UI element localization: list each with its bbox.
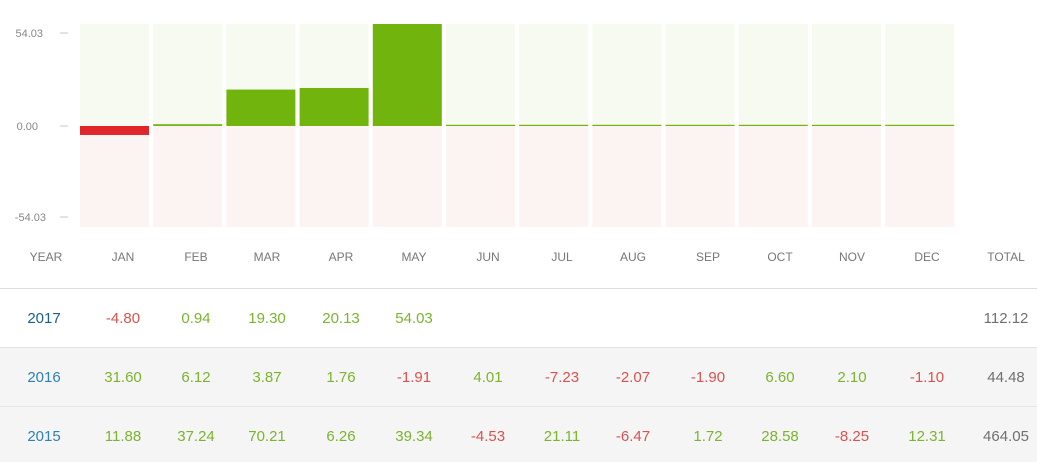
bar-nov[interactable] [812,124,881,126]
month-cell-apr: 1.76 [326,369,356,386]
column-header-apr: APR [328,250,354,264]
column-header-may: MAY [401,250,427,264]
column-bg-positive-jul [519,24,589,126]
column-bg-negative-jul [519,126,589,227]
month-cell-apr: 20.13 [322,310,360,327]
column-header-feb: FEB [184,250,208,264]
bar-apr[interactable] [299,87,369,126]
year-cell[interactable]: 2017 [27,310,61,327]
column-header-aug: AUG [619,250,647,264]
y-axis: 54.03 0.00 -54.03 [15,28,68,224]
column-bg-positive-oct [738,24,808,126]
column-bg-negative-may [372,126,442,227]
month-cell-sep: 1.72 [693,428,723,445]
column-header-year: YEAR [29,250,63,264]
month-cell-aug: -2.07 [615,369,651,386]
table-row-2015: 2015 11.88 37.24 70.21 6.26 39.34 -4.53 21.11 -6… [0,406,1037,462]
bar-feb[interactable] [153,124,223,126]
column-header-sep: SEP [695,250,721,264]
column-bg-negative-feb [153,126,223,227]
month-cell-nov: 2.10 [837,369,867,386]
column-header-jul: JUL [551,250,573,264]
bars-group [80,24,955,227]
bar-jul[interactable] [519,124,589,126]
total-cell: 464.05 [983,428,1029,445]
month-cell-may: 54.03 [395,310,433,327]
column-bg-negative-sep [665,126,735,227]
month-cell-oct: 6.60 [765,369,795,386]
column-bg-negative-aug [592,126,662,227]
bar-dec[interactable] [885,124,955,126]
month-cell-may: 39.34 [395,428,433,445]
month-cell-feb: 0.94 [181,310,211,327]
month-cell-mar: 70.21 [248,428,286,445]
month-cell-sep: -1.90 [690,369,726,386]
month-cell-mar: 3.87 [252,369,282,386]
table-header: YEAR JAN FEB MAR APR MAY JUN JUL AUG SEP OCT NOV DEC… [0,245,1037,269]
column-bg-negative-jan [80,126,149,227]
month-cell-dec: -1.10 [909,369,945,386]
month-cell-jan: 11.88 [104,428,142,445]
column-bg-negative-nov [812,126,881,227]
column-header-nov: NOV [838,250,866,264]
bar-oct[interactable] [738,124,808,126]
column-bg-negative-jun [446,126,515,227]
column-header-dec: DEC [914,250,940,264]
month-cell-aug: -6.47 [615,428,651,445]
year-cell[interactable]: 2015 [27,428,61,445]
month-cell-apr: 6.26 [326,428,356,445]
column-bg-positive-aug [592,24,662,126]
year-cell[interactable]: 2016 [27,369,61,386]
column-bg-positive-nov [812,24,881,126]
y-tick-label-top: 54.03 [15,28,43,40]
bar-jan[interactable] [80,126,149,135]
month-cell-jun: 4.01 [473,369,503,386]
month-cell-jul: 21.11 [543,428,581,445]
bar-sep[interactable] [665,124,735,126]
total-cell: 44.48 [987,369,1025,386]
month-cell-jun: -4.53 [470,428,506,445]
column-bg-positive-sep [665,24,735,126]
bar-aug[interactable] [592,124,662,126]
month-cell-jul: -7.23 [544,369,580,386]
month-cell-mar: 19.30 [248,310,286,327]
column-bg-negative-mar [226,126,296,227]
month-cell-jan: -4.80 [105,310,141,327]
bar-mar[interactable] [226,89,296,126]
month-cell-jan: 31.60 [104,369,142,386]
column-bg-positive-feb [153,24,223,126]
y-tick-label-bottom: -54.03 [15,212,46,224]
total-cell: 112.12 [983,310,1029,327]
bar-may[interactable] [372,24,442,126]
table-row-2016: 2016 31.60 6.12 3.87 1.76 -1.91 4.01 -7.23 -2.07… [0,347,1037,406]
column-bg-positive-jan [80,24,149,126]
month-cell-oct: 28.58 [761,428,799,445]
monthly-returns-chart: 54.03 0.00 -54.03 [15,24,955,227]
month-cell-feb: 6.12 [181,369,211,386]
month-cell-dec: 12.31 [908,428,946,445]
bar-jun[interactable] [446,124,515,126]
y-tick-label-zero: 0.00 [17,121,38,133]
column-header-oct: OCT [767,250,793,264]
month-cell-feb: 37.24 [177,428,215,445]
column-bg-negative-dec [885,126,955,227]
column-bg-negative-apr [299,126,369,227]
column-header-jan: JAN [111,250,135,264]
month-cell-nov: -8.25 [834,428,870,445]
table-row-2017: 2017 -4.80 0.94 19.30 20.13 54.03 112.12 [0,288,1037,347]
column-header-mar: MAR [253,250,281,264]
column-bg-positive-dec [885,24,955,126]
column-bg-negative-oct [738,126,808,227]
column-bg-positive-jun [446,24,515,126]
month-cell-may: -1.91 [396,369,432,386]
column-header-jun: JUN [476,250,500,264]
column-header-total: TOTAL [987,250,1025,264]
